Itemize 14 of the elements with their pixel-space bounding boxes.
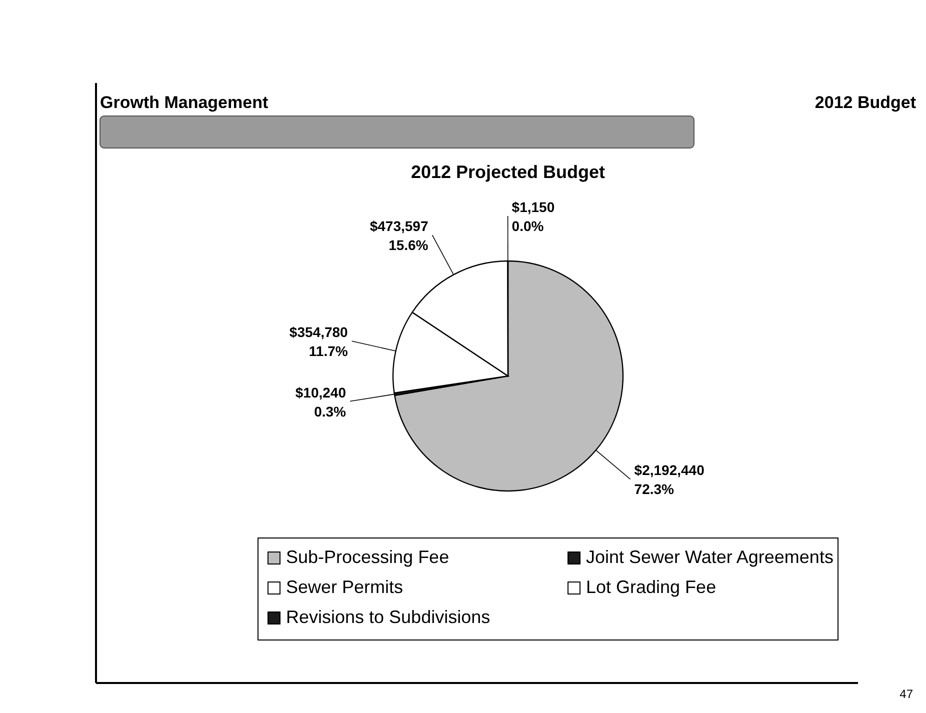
legend-label: Joint Sewer Water Agreements (586, 547, 834, 567)
data-label: $1,150 0.0% (512, 199, 555, 234)
legend-label: Sub-Processing Fee (286, 547, 450, 567)
legend-label: Lot Grading Fee (586, 577, 716, 597)
text: 47 (900, 687, 914, 701)
legend-label: Sewer Permits (286, 577, 404, 597)
chart-title: 2012 Projected Budget (410, 162, 606, 182)
data-label: $473,597 15.6% (370, 218, 429, 254)
text: 2012 Budget (814, 93, 916, 112)
text: Growth Management (100, 93, 268, 112)
legend-label: Revisions to Subdivisions (286, 607, 490, 627)
data-label: $2,192,440 72.3% (634, 462, 705, 498)
data-label: $354,780 11.7% (289, 324, 348, 360)
data-label: $10,240 0.3% (295, 384, 347, 420)
